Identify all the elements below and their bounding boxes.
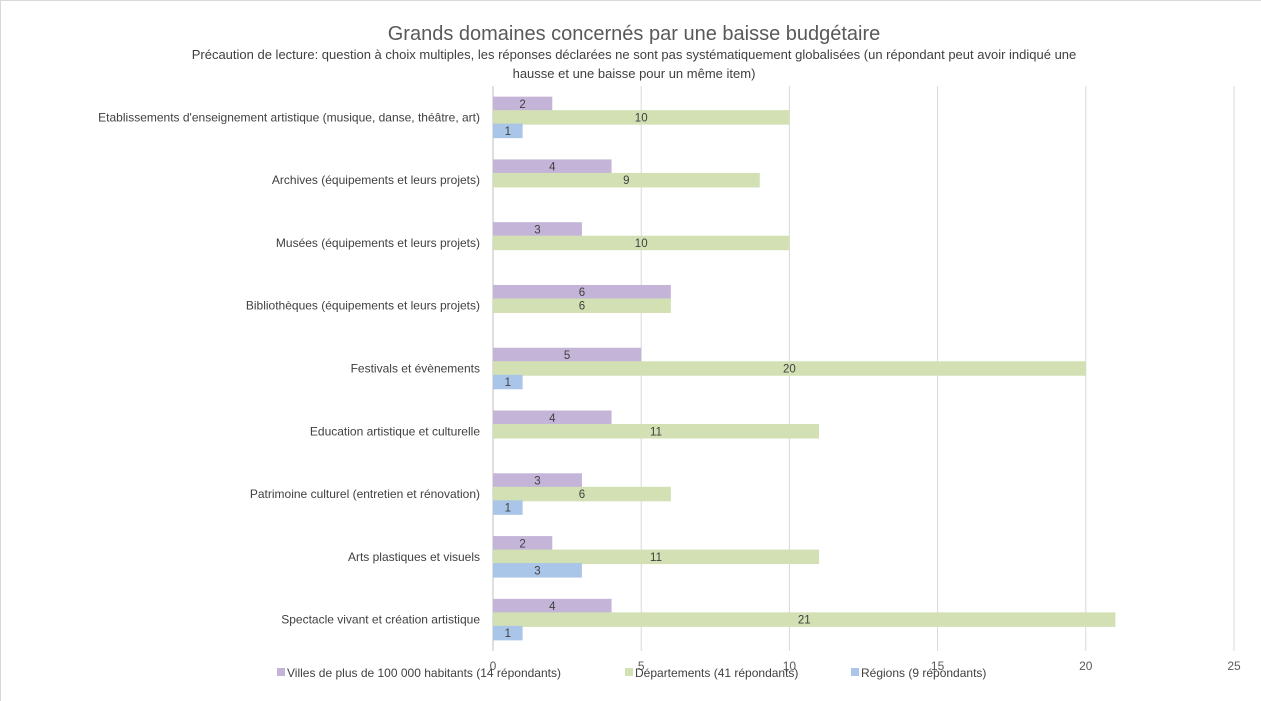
data-label: 6 xyxy=(579,287,585,299)
bar-series-0 xyxy=(493,222,582,237)
data-label: 2 xyxy=(519,99,525,111)
data-label: 6 xyxy=(579,489,585,501)
x-tick-label-10: 10 xyxy=(783,659,797,673)
data-label: 11 xyxy=(650,426,662,438)
bar-series-0 xyxy=(493,473,582,488)
bar-series-1 xyxy=(493,486,671,502)
bar-series-2 xyxy=(493,563,582,578)
category-label: Archives (équipements et leurs projets) xyxy=(272,173,480,187)
data-label: 10 xyxy=(635,238,648,250)
bar-series-2 xyxy=(493,500,523,515)
frame-left-border xyxy=(0,0,1,701)
category-label: Festivals et évènements xyxy=(351,362,480,376)
data-label: 4 xyxy=(549,601,556,613)
data-label: 3 xyxy=(534,476,540,488)
bar-series-2 xyxy=(493,374,523,390)
bar-series-1 xyxy=(493,424,820,439)
bar-series-0 xyxy=(493,159,612,174)
data-label: 1 xyxy=(505,377,511,389)
category-label: Musées (équipements et leurs projets) xyxy=(276,236,480,250)
data-label: 5 xyxy=(564,350,570,362)
data-label: 11 xyxy=(650,552,662,564)
bar-series-1 xyxy=(493,549,820,565)
category-label: Education artistique et culturelle xyxy=(310,424,480,438)
data-label: 1 xyxy=(505,126,511,138)
x-tick-label-5: 5 xyxy=(638,659,645,673)
legend-entry-0: Villes de plus de 100 000 habitants (14 … xyxy=(287,666,561,680)
category-label: Patrimoine culturel (entretien et rénova… xyxy=(250,487,480,501)
data-label: 6 xyxy=(579,301,585,313)
category-label: Bibliothèques (équipements et leurs proj… xyxy=(246,299,480,313)
bar-series-2 xyxy=(493,625,523,641)
bar-series-2 xyxy=(493,123,523,139)
category-label: Spectacle vivant et création artistique xyxy=(281,613,480,627)
category-labels: Etablissements d'enseignement artistique… xyxy=(98,110,480,626)
data-label: 3 xyxy=(534,224,540,236)
legend: Villes de plus de 100 000 habitants (14 … xyxy=(277,666,986,680)
bar-series-1 xyxy=(493,110,790,125)
data-label: 1 xyxy=(505,503,511,515)
bar-series-0 xyxy=(493,536,553,551)
legend-entry-2: Régions (9 répondants) xyxy=(861,666,986,680)
x-tick-label-15: 15 xyxy=(931,659,945,673)
data-label: 1 xyxy=(505,628,511,640)
x-axis-ticks: 0 5 10 15 20 25 xyxy=(490,659,1241,673)
bar-series-0 xyxy=(493,598,612,614)
frame-top-border xyxy=(0,0,1261,1)
bar-series-0 xyxy=(493,96,553,112)
x-tick-label-20: 20 xyxy=(1079,659,1093,673)
legend-swatch-1 xyxy=(625,668,633,676)
data-label: 2 xyxy=(519,538,525,550)
bar-series-1 xyxy=(493,235,790,251)
x-tick-label-25: 25 xyxy=(1227,659,1241,673)
legend-entry-1: Départements (41 répondants) xyxy=(635,666,798,680)
data-label: 10 xyxy=(635,112,648,124)
legend-swatch-2 xyxy=(851,668,859,676)
chart-subtitle-line-1: Précaution de lecture: question à choix … xyxy=(192,47,1077,62)
x-tick-label-0: 0 xyxy=(490,659,497,673)
data-label: 3 xyxy=(534,565,540,577)
bar-series-1 xyxy=(493,172,760,188)
data-label: 21 xyxy=(798,615,811,627)
category-label: Etablissements d'enseignement artistique… xyxy=(98,110,480,124)
category-label: Arts plastiques et visuels xyxy=(348,550,480,564)
legend-swatch-0 xyxy=(277,668,285,676)
bar-series-0 xyxy=(493,347,642,363)
bar-series-1 xyxy=(493,298,671,313)
chart-title: Grands domaines concernés par une baisse… xyxy=(388,23,881,45)
bar-series-1 xyxy=(493,612,1116,627)
data-label: 9 xyxy=(623,175,629,187)
data-label: 4 xyxy=(549,162,556,174)
bar-series-0 xyxy=(493,284,671,300)
data-label: 4 xyxy=(549,413,556,425)
bar-series-0 xyxy=(493,410,612,426)
bar-series-1 xyxy=(493,361,1086,376)
chart-subtitle-line-2: hausse et une baisse pour un même item) xyxy=(513,66,756,81)
data-label: 20 xyxy=(783,364,796,376)
